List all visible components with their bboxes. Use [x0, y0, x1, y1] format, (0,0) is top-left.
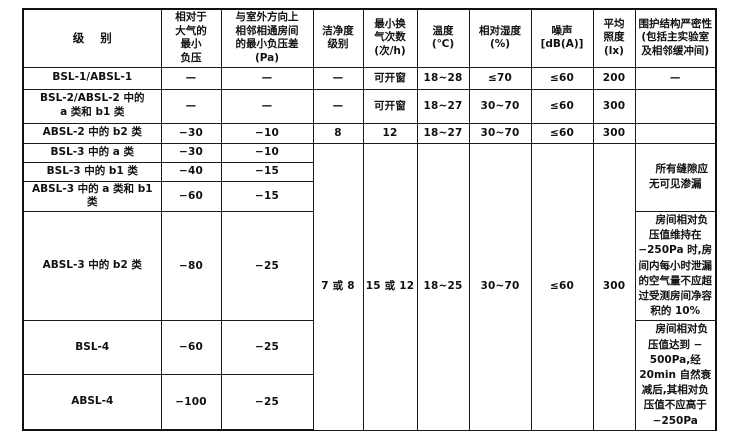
cell-temperature: 18~28: [416, 66, 470, 90]
cell-illumination: 300: [592, 122, 636, 144]
cell-air-changes: 可开窗: [362, 88, 418, 124]
cell-air-changes: 12: [362, 122, 418, 144]
cell-air-changes-merged: 15 或 12: [362, 142, 418, 431]
cell-temperature: 18~27: [416, 88, 470, 124]
cell-cleanliness: —: [312, 66, 364, 90]
cell-min-neg-pressure: −40: [160, 161, 222, 182]
table-sheet: 级 别 相对于 大气的 最小 负压 与室外方向上 相邻相通房间 的最小负压差 (…: [22, 7, 717, 431]
cell-cleanliness-merged: 7 或 8: [312, 142, 364, 431]
table-row: ABSL-2 中的 b2 类 −30 −10 8 12 18~27 30~70 …: [22, 122, 717, 144]
biosafety-lab-spec-table: 级 别 相对于 大气的 最小 负压 与室外方向上 相邻相通房间 的最小负压差 (…: [22, 7, 717, 431]
cell-envelope-note-absl3-b2: 房间相对负压值维持在−250Pa 时,房间内每小时泄漏的空气量不应超过受测房间净…: [634, 210, 717, 322]
table-row: BSL-3 中的 a 类 −30 −10 7 或 8 15 或 12 18~25…: [22, 142, 717, 431]
row-class-label: BSL-3 中的 a 类: [22, 142, 162, 163]
header-air-changes: 最小换 气次数 (次/h): [362, 7, 418, 68]
header-class: 级 别: [22, 7, 162, 68]
row-class-label: BSL-3 中的 b1 类: [22, 161, 162, 182]
cell-pressure-diff: —: [220, 88, 314, 124]
cell-noise: ≤60: [530, 66, 594, 90]
header-row: 级 别 相对于 大气的 最小 负压 与室外方向上 相邻相通房间 的最小负压差 (…: [22, 7, 717, 68]
cell-humidity: 30~70: [468, 122, 532, 144]
cell-min-neg-pressure: −100: [160, 374, 222, 431]
cell-envelope-tightness: —: [634, 66, 717, 90]
cell-pressure-diff: −25: [220, 210, 314, 322]
cell-illumination: 200: [592, 66, 636, 90]
cell-min-neg-pressure: —: [160, 88, 222, 124]
table-row: BSL-4 −60 −25 房间相对负压值达到 − 500Pa,经 20min …: [22, 320, 717, 431]
cell-min-neg-pressure: −30: [160, 142, 222, 163]
cell-envelope-note-bsl3-group: 所有缝隙应无可见渗漏: [634, 142, 717, 212]
cell-temperature: 18~27: [416, 122, 470, 144]
table-row: BSL-1/ABSL-1 — — — 可开窗 18~28 ≤70 ≤60 200…: [22, 66, 717, 90]
cell-illumination-merged: 300: [592, 142, 636, 431]
cell-pressure-diff: −10: [220, 142, 314, 163]
cell-noise: ≤60: [530, 122, 594, 144]
cell-envelope-note-bsl4: 房间相对负压值达到 − 500Pa,经 20min 自然衰减后,其相对负压值不应…: [634, 320, 717, 431]
cell-pressure-diff: −10: [220, 122, 314, 144]
cell-air-changes: 可开窗: [362, 66, 418, 90]
header-envelope-tightness: 围护结构严密性 (包括主实验室 及相邻缓冲间): [634, 7, 717, 68]
cell-envelope-tightness: [634, 88, 717, 124]
header-illumination: 平均 照度 (lx): [592, 7, 636, 68]
cell-pressure-diff: −25: [220, 320, 314, 376]
row-class-label: BSL-4: [22, 320, 162, 376]
cell-pressure-diff: −15: [220, 180, 314, 212]
cell-envelope-tightness: [634, 122, 717, 144]
header-temperature: 温度 (℃): [416, 7, 470, 68]
row-class-label: BSL-2/ABSL-2 中的 a 类和 b1 类: [22, 88, 162, 124]
cell-cleanliness: —: [312, 88, 364, 124]
table-row: BSL-2/ABSL-2 中的 a 类和 b1 类 — — — 可开窗 18~2…: [22, 88, 717, 124]
cell-min-neg-pressure: −60: [160, 320, 222, 376]
cell-temperature-merged: 18~25: [416, 142, 470, 431]
cell-cleanliness: 8: [312, 122, 364, 144]
cell-noise-merged: ≤60: [530, 142, 594, 431]
cell-humidity-merged: 30~70: [468, 142, 532, 431]
cell-min-neg-pressure: −80: [160, 210, 222, 322]
header-cleanliness: 洁净度 级别: [312, 7, 364, 68]
header-min-neg-pressure: 相对于 大气的 最小 负压: [160, 7, 222, 68]
row-class-label: ABSL-4: [22, 374, 162, 431]
row-class-label: ABSL-3 中的 b2 类: [22, 210, 162, 322]
cell-humidity: 30~70: [468, 88, 532, 124]
cell-min-neg-pressure: −60: [160, 180, 222, 212]
row-class-label: ABSL-2 中的 b2 类: [22, 122, 162, 144]
cell-min-neg-pressure: —: [160, 66, 222, 90]
row-class-label: BSL-1/ABSL-1: [22, 66, 162, 90]
header-noise: 噪声 [dB(A)]: [530, 7, 594, 68]
table-body: BSL-1/ABSL-1 — — — 可开窗 18~28 ≤70 ≤60 200…: [22, 66, 717, 431]
cell-pressure-diff: −15: [220, 161, 314, 182]
table-row: ABSL-3 中的 a 类和 b1 类 −60 −15: [22, 180, 716, 212]
header-pressure-diff-adjacent: 与室外方向上 相邻相通房间 的最小负压差 (Pa): [220, 7, 314, 68]
cell-illumination: 300: [592, 88, 636, 124]
cell-pressure-diff: −25: [220, 374, 314, 431]
cell-noise: ≤60: [530, 88, 594, 124]
cell-min-neg-pressure: −30: [160, 122, 222, 144]
cell-humidity: ≤70: [468, 66, 532, 90]
table-header: 级 别 相对于 大气的 最小 负压 与室外方向上 相邻相通房间 的最小负压差 (…: [22, 7, 717, 68]
row-class-label: ABSL-3 中的 a 类和 b1 类: [22, 180, 162, 212]
header-humidity: 相对湿度 (%): [468, 7, 532, 68]
table-row: ABSL-3 中的 b2 类 −80 −25 房间相对负压值维持在−250Pa …: [22, 210, 717, 322]
cell-pressure-diff: —: [220, 66, 314, 90]
